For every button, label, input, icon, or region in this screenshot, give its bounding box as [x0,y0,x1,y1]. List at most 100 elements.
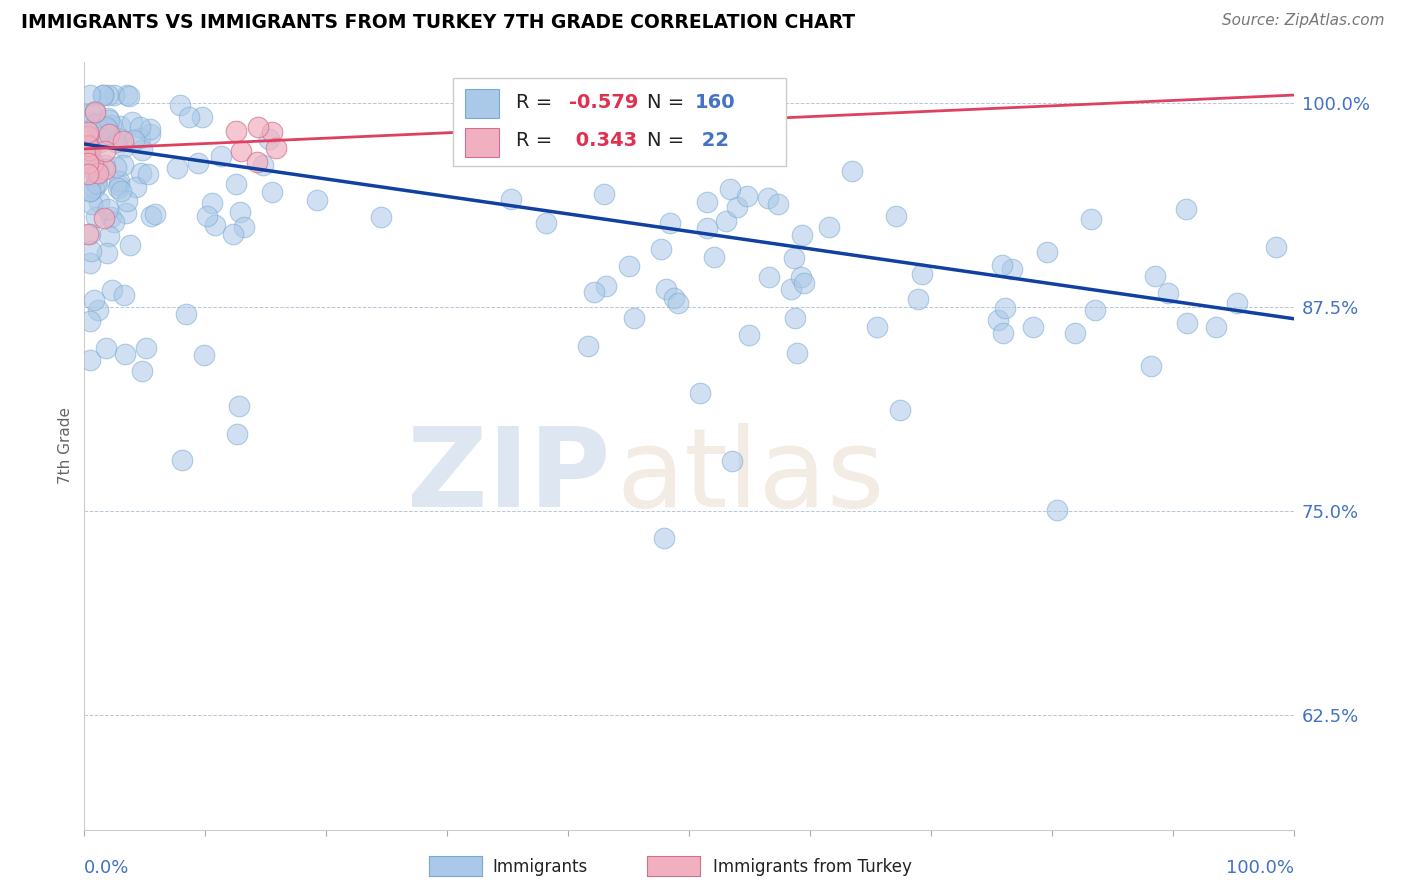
Text: ZIP: ZIP [406,423,610,530]
Point [87,194,110,209]
Point [105,161,128,175]
Point [714,214,737,228]
Text: N =: N = [647,131,690,150]
Point [1080,212,1102,227]
Point [110,184,132,198]
Point [1157,286,1180,301]
Point [721,454,744,468]
Point [86,166,108,180]
Text: R =: R = [516,131,558,150]
Point [501,192,523,206]
Point [86,177,108,191]
Point [786,346,808,360]
Point [79,156,101,170]
Point [84,169,107,184]
Point [108,119,131,133]
Point [790,228,813,243]
Point [689,386,711,401]
Point [262,186,284,200]
Point [246,154,269,169]
Point [209,149,232,163]
Point [91,88,114,103]
Text: atlas: atlas [616,423,884,530]
Point [576,339,599,353]
Point [866,320,889,334]
Point [1046,503,1069,517]
Text: -0.579: -0.579 [569,93,638,112]
Point [259,132,281,146]
Point [121,115,143,129]
Point [1036,244,1059,259]
Point [1022,319,1045,334]
Point [260,125,283,139]
Point [228,400,250,414]
Point [97,111,120,125]
Text: Immigrants: Immigrants [492,858,588,876]
Point [222,227,245,241]
Point [664,291,686,305]
Text: 0.0%: 0.0% [84,859,129,877]
Point [884,209,907,223]
Point [172,452,194,467]
Point [229,205,252,219]
Point [84,176,107,190]
Point [783,310,806,325]
Point [229,144,252,158]
Point [108,178,131,193]
Point [103,215,125,229]
Point [94,158,117,172]
Point [131,143,153,157]
Point [98,113,121,128]
Point [77,143,100,157]
Point [77,156,100,170]
Text: R =: R = [516,93,558,112]
Point [617,259,640,273]
Point [226,426,249,441]
Point [595,279,617,293]
Point [87,130,110,145]
Text: 100.0%: 100.0% [1226,859,1294,877]
Point [104,135,127,149]
Point [77,227,100,241]
Point [124,133,146,147]
Point [593,187,616,202]
Point [129,166,152,180]
Point [98,127,121,141]
Point [93,211,115,226]
Point [77,139,100,153]
Text: IMMIGRANTS VS IMMIGRANTS FROM TURKEY 7TH GRADE CORRELATION CHART: IMMIGRANTS VS IMMIGRANTS FROM TURKEY 7TH… [21,13,855,32]
Point [793,277,815,291]
Point [841,164,863,178]
Point [107,131,129,145]
Point [1226,296,1249,310]
Point [655,282,678,296]
Point [179,110,201,124]
Point [97,202,120,216]
Point [200,196,222,211]
Point [225,124,247,138]
Point [83,293,105,308]
Point [107,174,129,188]
Point [370,210,392,224]
Point [623,310,645,325]
Text: N =: N = [647,93,690,112]
Point [305,194,328,208]
Point [911,268,934,282]
Point [658,215,681,229]
Text: 160: 160 [695,93,735,112]
Point [83,104,105,119]
Point [80,197,103,211]
Point [79,227,101,242]
Point [77,167,100,181]
Point [87,303,110,318]
Point [112,134,135,148]
Point [115,206,138,220]
Point [79,353,101,368]
Point [756,191,779,205]
Point [703,251,725,265]
FancyBboxPatch shape [465,89,499,119]
Point [790,270,813,285]
Text: Source: ZipAtlas.com: Source: ZipAtlas.com [1222,13,1385,29]
Point [187,156,209,170]
Point [107,180,129,194]
